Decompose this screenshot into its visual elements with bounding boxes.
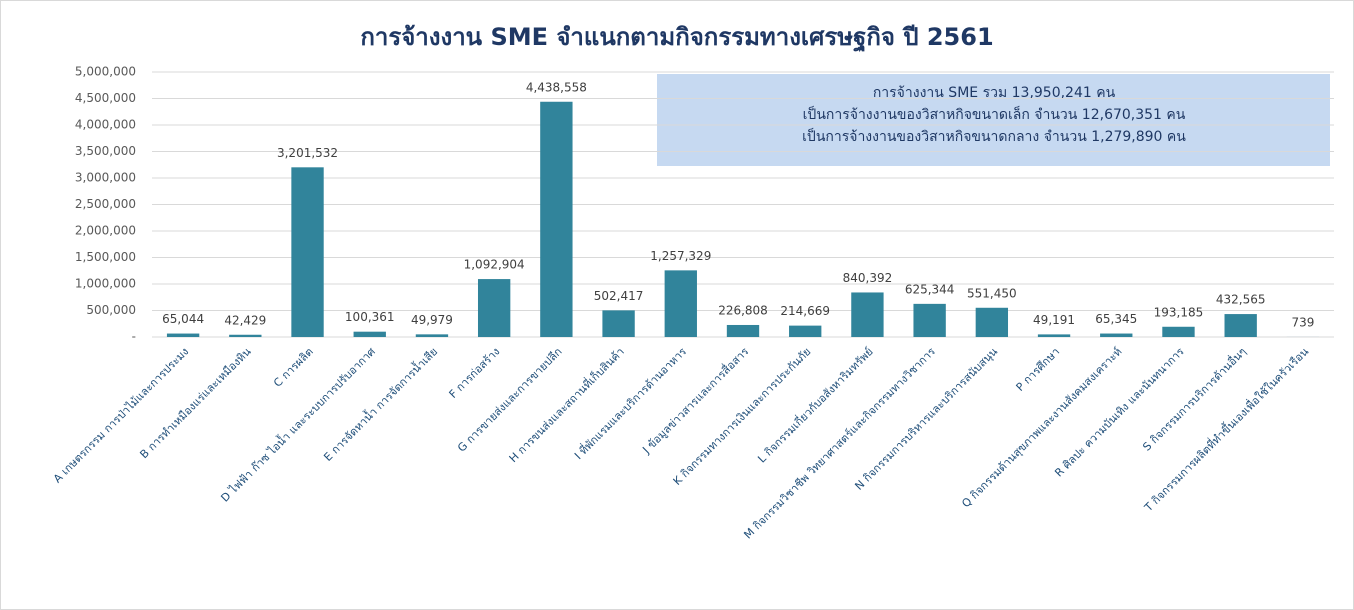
bar xyxy=(726,324,760,337)
value-label: 214,669 xyxy=(780,304,830,318)
value-label: 49,191 xyxy=(1033,313,1075,327)
annotation: การจ้างงาน SME รวม 13,950,241 คน xyxy=(873,85,1116,101)
bar xyxy=(1100,333,1133,337)
y-tick-label: 5,000,000 xyxy=(75,65,136,79)
value-label: 226,808 xyxy=(718,303,768,317)
bar xyxy=(664,270,697,337)
bar xyxy=(353,331,386,337)
value-label: 65,345 xyxy=(1095,312,1137,326)
bar xyxy=(851,292,884,337)
y-tick-label: 4,500,000 xyxy=(75,91,136,105)
bar xyxy=(1224,314,1257,337)
bar xyxy=(540,101,573,337)
value-label: 193,185 xyxy=(1154,305,1204,319)
chart-title: การจ้างงาน SME จำแนกตามกิจกรรมทางเศรษฐกิ… xyxy=(360,23,993,53)
value-label: 840,392 xyxy=(843,271,893,285)
y-tick-label: 2,000,000 xyxy=(75,224,136,238)
y-tick-label: 3,000,000 xyxy=(75,171,136,185)
value-label: 625,344 xyxy=(905,282,955,296)
y-tick-label: 500,000 xyxy=(86,303,136,317)
value-label: 551,450 xyxy=(967,286,1017,300)
annotation-box xyxy=(657,74,1330,166)
bar xyxy=(975,307,1009,337)
bar xyxy=(913,303,946,337)
bar xyxy=(1037,334,1071,337)
y-tick-label: 4,000,000 xyxy=(75,118,136,132)
y-tick-label: - xyxy=(132,330,136,344)
y-tick-label: 1,500,000 xyxy=(75,250,136,264)
bar xyxy=(1162,326,1195,337)
y-tick-label: 3,500,000 xyxy=(75,144,136,158)
bar xyxy=(291,167,324,337)
y-tick-label: 1,000,000 xyxy=(75,277,136,291)
value-label: 49,979 xyxy=(411,313,453,327)
value-label: 65,044 xyxy=(162,312,204,326)
bar xyxy=(477,279,511,337)
y-tick-label: 2,500,000 xyxy=(75,197,136,211)
value-label: 3,201,532 xyxy=(277,146,338,160)
value-label: 502,417 xyxy=(594,289,644,303)
value-label: 1,257,329 xyxy=(650,249,711,263)
value-label: 42,429 xyxy=(224,313,266,327)
annotation: เป็นการจ้างงานของวิสาหกิจขนาดกลาง จำนวน … xyxy=(802,127,1186,145)
bar xyxy=(229,334,262,337)
value-label: 4,438,558 xyxy=(526,80,587,94)
value-label: 739 xyxy=(1291,315,1314,329)
bar xyxy=(166,333,200,337)
value-label: 100,361 xyxy=(345,310,395,324)
bar xyxy=(789,325,822,337)
bar xyxy=(602,310,635,337)
value-label: 432,565 xyxy=(1216,293,1266,307)
value-label: 1,092,904 xyxy=(464,258,525,272)
bar xyxy=(415,334,449,337)
annotation: เป็นการจ้างงานของวิสาหกิจขนาดเล็ก จำนวน … xyxy=(803,105,1186,123)
